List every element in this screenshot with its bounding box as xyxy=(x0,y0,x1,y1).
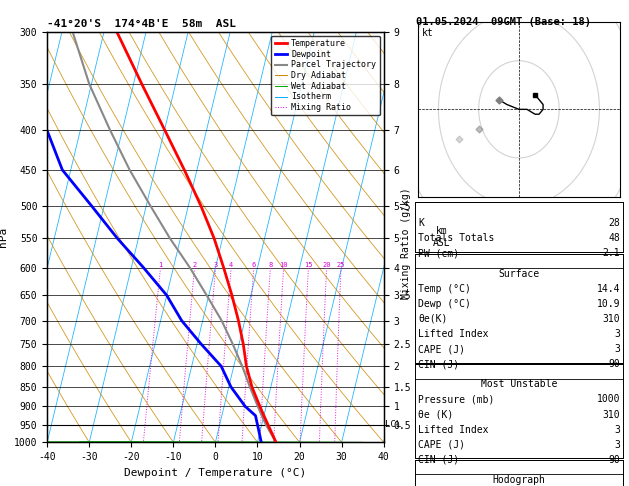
Text: 14.4: 14.4 xyxy=(597,284,620,294)
Text: Surface: Surface xyxy=(498,269,540,278)
Text: Pressure (mb): Pressure (mb) xyxy=(418,395,494,404)
Text: θe (K): θe (K) xyxy=(418,410,454,419)
Text: Most Unstable: Most Unstable xyxy=(481,380,557,389)
Text: Dewp (°C): Dewp (°C) xyxy=(418,299,471,309)
Y-axis label: km
ASL: km ASL xyxy=(433,226,450,248)
Text: 310: 310 xyxy=(603,410,620,419)
Text: 48: 48 xyxy=(608,233,620,243)
Text: 28: 28 xyxy=(608,218,620,228)
Text: 3: 3 xyxy=(615,344,620,354)
Text: LCL: LCL xyxy=(385,420,401,429)
Text: kt: kt xyxy=(422,29,434,38)
Text: CAPE (J): CAPE (J) xyxy=(418,344,465,354)
Y-axis label: hPa: hPa xyxy=(0,227,8,247)
Text: Totals Totals: Totals Totals xyxy=(418,233,494,243)
Text: PW (cm): PW (cm) xyxy=(418,248,459,259)
Legend: Temperature, Dewpoint, Parcel Trajectory, Dry Adiabat, Wet Adiabat, Isotherm, Mi: Temperature, Dewpoint, Parcel Trajectory… xyxy=(271,36,379,115)
Text: Lifted Index: Lifted Index xyxy=(418,329,489,339)
Text: 310: 310 xyxy=(603,314,620,324)
Text: K: K xyxy=(418,218,424,228)
Text: 3: 3 xyxy=(213,262,218,268)
Text: 90: 90 xyxy=(608,455,620,465)
Text: 01.05.2024  09GMT (Base: 18): 01.05.2024 09GMT (Base: 18) xyxy=(416,17,591,27)
Text: 3: 3 xyxy=(615,425,620,434)
X-axis label: Dewpoint / Temperature (°C): Dewpoint / Temperature (°C) xyxy=(125,468,306,478)
Text: Lifted Index: Lifted Index xyxy=(418,425,489,434)
Text: CAPE (J): CAPE (J) xyxy=(418,440,465,450)
Text: 90: 90 xyxy=(608,359,620,369)
Text: -41°20'S  174°4B'E  58m  ASL: -41°20'S 174°4B'E 58m ASL xyxy=(47,19,236,30)
Text: 10.9: 10.9 xyxy=(597,299,620,309)
Text: CIN (J): CIN (J) xyxy=(418,359,459,369)
Text: CIN (J): CIN (J) xyxy=(418,455,459,465)
Text: 6: 6 xyxy=(252,262,256,268)
Text: 3: 3 xyxy=(615,440,620,450)
Text: 3: 3 xyxy=(615,329,620,339)
Text: 1000: 1000 xyxy=(597,395,620,404)
Text: 2.1: 2.1 xyxy=(603,248,620,259)
Text: Temp (°C): Temp (°C) xyxy=(418,284,471,294)
Text: 8: 8 xyxy=(268,262,272,268)
Text: θe(K): θe(K) xyxy=(418,314,448,324)
Text: 2: 2 xyxy=(192,262,197,268)
Text: 15: 15 xyxy=(304,262,313,268)
Text: 4: 4 xyxy=(229,262,233,268)
Text: Mixing Ratio (g/kg): Mixing Ratio (g/kg) xyxy=(401,187,411,299)
Text: 25: 25 xyxy=(337,262,345,268)
Text: 10: 10 xyxy=(279,262,288,268)
Text: 20: 20 xyxy=(322,262,331,268)
Text: Hodograph: Hodograph xyxy=(493,475,545,485)
Text: 1: 1 xyxy=(159,262,162,268)
